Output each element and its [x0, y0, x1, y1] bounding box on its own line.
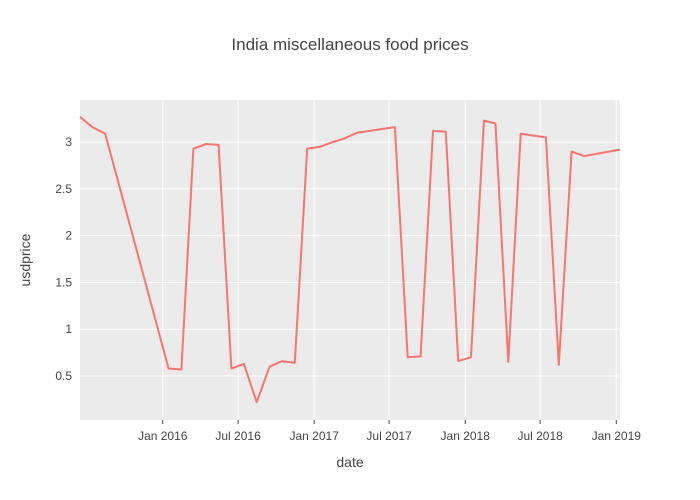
y-tick-label: 3	[65, 135, 72, 149]
y-tick-label: 1.5	[55, 275, 72, 289]
x-tick-label: Jul 2016	[215, 429, 261, 443]
x-tick-label: Jul 2018	[517, 429, 563, 443]
chart-title: India miscellaneous food prices	[231, 35, 468, 54]
series-line	[79, 116, 621, 404]
x-tick-label: Jul 2017	[366, 429, 412, 443]
y-tick-label: 1	[65, 322, 72, 336]
x-tick-label: Jan 2019	[592, 429, 642, 443]
series-layer	[79, 116, 621, 404]
grid-lines	[80, 100, 620, 420]
x-axis-ticks: Jan 2016 Jul 2016 Jan 2017 Jul 2017 Jan 2018…	[138, 420, 641, 443]
y-tick-label: 2.5	[55, 182, 72, 196]
x-tick-label: Jan 2016	[138, 429, 188, 443]
x-tick-label: Jan 2017	[290, 429, 340, 443]
y-axis-title: usdprice	[17, 233, 33, 286]
y-tick-label: 2	[65, 229, 72, 243]
x-axis-title: date	[336, 454, 363, 470]
x-tick-label: Jan 2018	[441, 429, 491, 443]
y-axis-ticks: 0.5 1 1.5 2 2.5 3	[55, 135, 72, 383]
y-tick-label: 0.5	[55, 369, 72, 383]
plot-area	[80, 100, 620, 420]
